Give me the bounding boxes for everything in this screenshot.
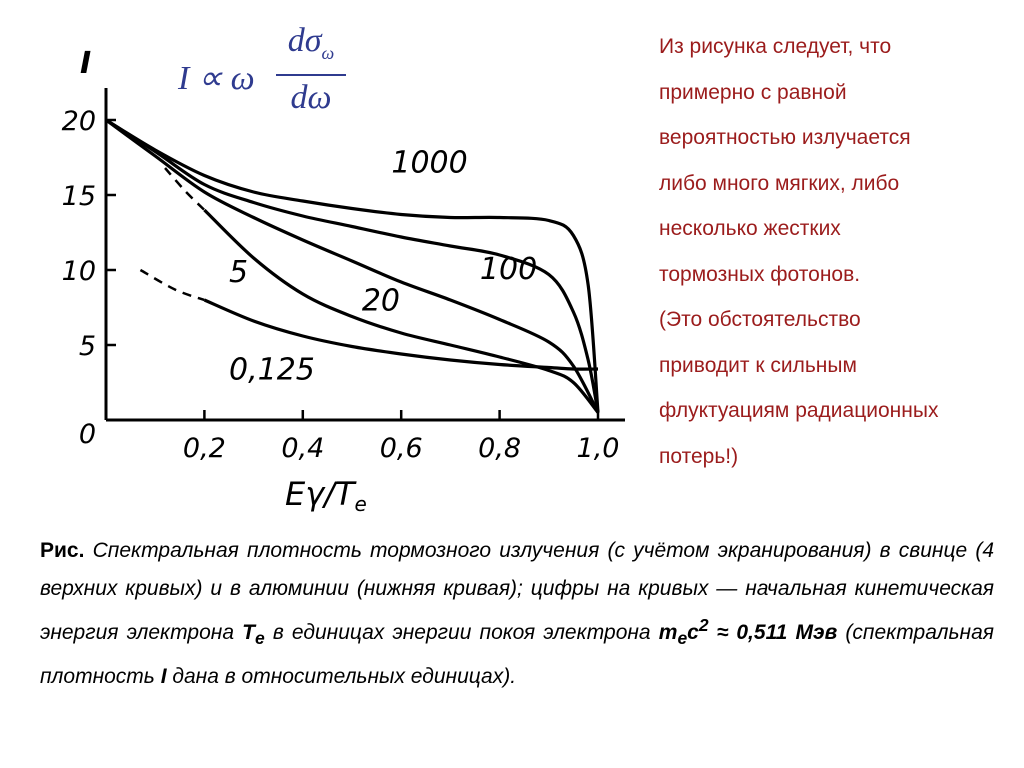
- note-line: потерь!): [659, 444, 739, 468]
- note-line: примерно с равной: [659, 80, 847, 104]
- formula-lhs: I ∝ ω: [178, 60, 255, 97]
- note-line: несколько жестких: [659, 217, 841, 240]
- note-line: тормозных фотонов.: [659, 262, 861, 286]
- x-tick-label: 0,8: [478, 433, 521, 464]
- y-axis-label: I: [80, 46, 91, 81]
- y-tick-label: 10: [62, 256, 96, 287]
- x-tick-label: 0,6: [380, 433, 423, 464]
- curve-label: 100: [480, 252, 537, 287]
- y-tick-label: 0: [79, 419, 96, 450]
- curve-100: [105, 118, 600, 413]
- formula-denominator: dω: [290, 78, 332, 116]
- curve-labels: 1000 100 20 5 0,125: [229, 146, 537, 388]
- curve-5: [203, 208, 600, 414]
- caption-mec2: mec2 ≈ 0,511 Мэв: [658, 615, 838, 649]
- axes: [104, 88, 625, 422]
- curve-label: 0,125: [229, 353, 315, 388]
- formula-numerator: dσω: [287, 22, 335, 63]
- bremsstrahlung-chart: 0,2 0,4 0,6 0,8 1,0 0 5 10 15 20 1000 100 20 5 0,125…: [62, 46, 625, 516]
- x-axis-label: Eγ/Te: [285, 475, 367, 516]
- curve-label: 1000: [391, 146, 467, 181]
- x-ticks: 0,2 0,4 0,6 0,8 1,0: [183, 410, 620, 464]
- note-line: (Это обстоятельство: [659, 308, 861, 331]
- y-tick-label: 20: [62, 106, 96, 137]
- formula-fraction: dσω dω: [276, 22, 346, 118]
- x-tick-label: 1,0: [577, 433, 620, 464]
- note-line: флуктуациям радиационных: [659, 399, 939, 422]
- curves: [105, 118, 600, 414]
- curve-label: 5: [229, 255, 248, 290]
- caption-label: Рис.: [40, 539, 85, 562]
- curve-0-125: [203, 298, 599, 371]
- y-tick-label: 15: [62, 181, 96, 212]
- y-ticks: 0 5 10 15 20: [62, 106, 116, 450]
- caption-te: Te: [242, 621, 265, 649]
- formula: I ∝ ω dσω dω: [170, 18, 370, 118]
- figure-caption: Рис. Спектральная плотность тормозного и…: [40, 539, 994, 688]
- curve-label: 20: [362, 284, 400, 319]
- caption-i: I: [160, 664, 167, 688]
- y-tick-label: 5: [79, 331, 96, 362]
- note-line: Из рисунка следует, что: [659, 35, 892, 58]
- fraction-bar: [276, 73, 346, 76]
- curve-20: [105, 118, 600, 414]
- note-line: приводит к сильным: [659, 353, 857, 377]
- side-note: Из рисунка следует, что примерно с равно…: [659, 24, 1014, 479]
- note-line: вероятностью излучается: [659, 126, 911, 149]
- note-line: либо много мягких, либо: [659, 171, 900, 195]
- dashed-extension: [164, 167, 206, 211]
- x-tick-label: 0,4: [281, 433, 324, 464]
- x-tick-label: 0,2: [183, 433, 226, 464]
- dashed-extension: [139, 268, 205, 302]
- curve-1000: [105, 118, 600, 413]
